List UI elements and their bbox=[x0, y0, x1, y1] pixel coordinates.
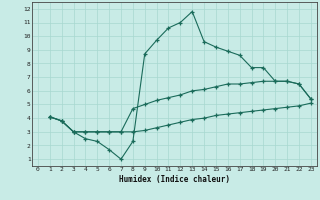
X-axis label: Humidex (Indice chaleur): Humidex (Indice chaleur) bbox=[119, 175, 230, 184]
